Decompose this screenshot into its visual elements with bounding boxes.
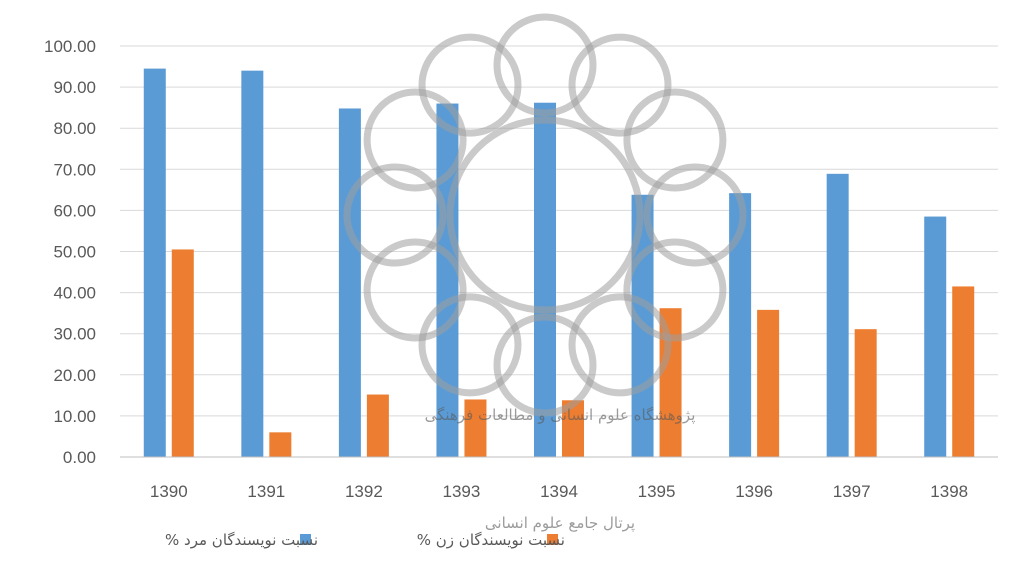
legend-label-male: نسبت نویسندگان مرد % [165, 531, 318, 549]
watermark-petal [493, 13, 597, 117]
watermark-petal [568, 33, 672, 137]
watermark-petal [623, 238, 727, 342]
watermark-petal [343, 163, 447, 267]
bar-male-1398 [924, 216, 947, 457]
legend-swatch-male [300, 534, 311, 545]
y-tick-label: 20.00 [53, 366, 96, 385]
y-tick-label: 40.00 [53, 284, 96, 303]
x-tick-label: 1396 [735, 482, 773, 501]
bar-male-1392 [338, 108, 361, 458]
bar-male-1397 [826, 173, 849, 458]
watermark-ring [446, 116, 644, 314]
x-tick-label: 1393 [443, 482, 481, 501]
y-tick-label: 0.00 [63, 448, 96, 467]
x-tick-label: 1390 [150, 482, 188, 501]
watermark-petal [568, 293, 672, 397]
x-axis-ticks: 1390 1391 1392 1393 1394 1395 1396 1397 1398 [150, 482, 968, 501]
legend-swatch-female [547, 534, 558, 545]
watermark-petal [363, 238, 467, 342]
y-tick-label: 100.00 [44, 37, 96, 56]
bar-male-1394 [534, 102, 556, 457]
bar-male-1391 [241, 70, 264, 457]
y-tick-label: 80.00 [53, 119, 96, 138]
x-tick-label: 1392 [345, 482, 383, 501]
bar-female-1398 [952, 286, 975, 457]
y-axis-ticks: 0.00 10.00 20.00 30.00 40.00 50.00 60.00 70.00 8… [44, 37, 96, 467]
watermark-petal [623, 88, 727, 192]
x-tick-label: 1394 [540, 482, 578, 501]
bar-female-1390 [171, 249, 194, 457]
x-tick-label: 1398 [930, 482, 968, 501]
legend: نسبت نویسندگان مرد % نسبت نویسندگان زن % [165, 531, 565, 549]
y-tick-label: 90.00 [53, 78, 96, 97]
watermark-petal [418, 33, 522, 137]
y-tick-label: 70.00 [53, 160, 96, 179]
bar-female-1397 [854, 329, 877, 457]
y-tick-label: 50.00 [53, 243, 96, 262]
gridlines [120, 45, 998, 417]
legend-label-female: نسبت نویسندگان زن % [417, 531, 565, 549]
bar-male-1393 [436, 103, 459, 457]
watermark-petal [418, 293, 522, 397]
watermark-petal [643, 163, 747, 267]
y-tick-label: 60.00 [53, 201, 96, 220]
bar-female-1393 [464, 399, 487, 457]
bars [143, 68, 975, 458]
watermark-petal [363, 88, 467, 192]
bar-female-1391 [269, 432, 292, 457]
bar-male-1390 [143, 68, 166, 457]
y-tick-label: 10.00 [53, 407, 96, 426]
watermark-text-1: پژوهشگاه علوم انسانی و مطالعات فرهنگی [425, 406, 696, 425]
bar-female-1394 [562, 400, 584, 457]
bar-male-1396 [729, 193, 752, 457]
bar-female-1396 [757, 309, 780, 457]
x-tick-label: 1395 [638, 482, 676, 501]
watermark-text-2: پرتال جامع علوم انسانی [485, 514, 635, 533]
y-tick-label: 30.00 [53, 325, 96, 344]
watermark-logo: پژوهشگاه علوم انسانی و مطالعات فرهنگی پر… [343, 13, 747, 533]
x-tick-label: 1391 [247, 482, 285, 501]
x-tick-label: 1397 [833, 482, 871, 501]
watermark-petal [493, 313, 597, 417]
bar-female-1392 [366, 394, 389, 457]
